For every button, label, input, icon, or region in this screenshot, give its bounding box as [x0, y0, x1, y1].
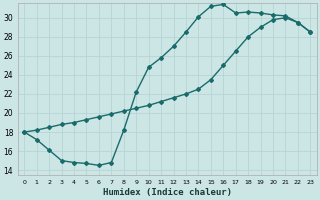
X-axis label: Humidex (Indice chaleur): Humidex (Indice chaleur)	[103, 188, 232, 197]
